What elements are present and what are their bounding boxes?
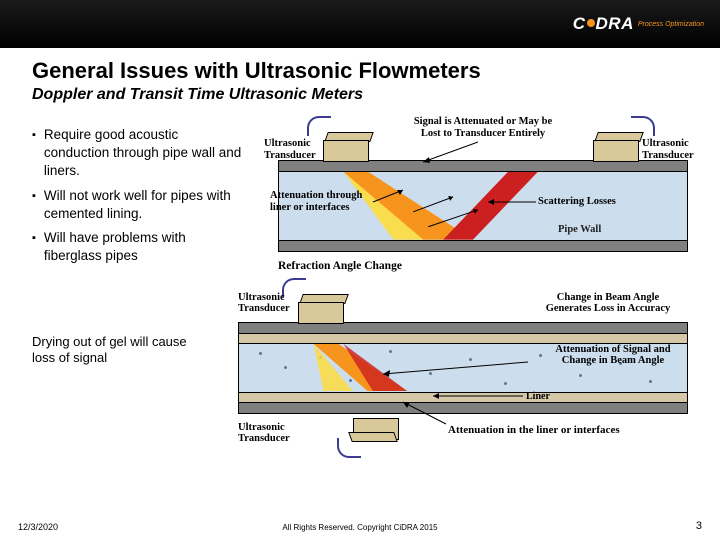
- bullet-item: Require good acoustic conduction through…: [32, 126, 242, 181]
- bullet-list: Require good acoustic conduction through…: [32, 120, 242, 272]
- label-attenuation: Attenuation through liner or interfaces: [270, 190, 362, 213]
- logo-tagline: Process Optimization: [638, 21, 704, 28]
- footer-date: 12/3/2020: [18, 522, 58, 532]
- logo-suffix: DRA: [596, 14, 634, 34]
- bullet-item: Will have problems with fiberglass pipes: [32, 229, 242, 265]
- liner-top: [238, 334, 688, 344]
- header-bar: C DRA Process Optimization: [0, 0, 720, 48]
- diagram-column: Signal is Attenuated or May be Lost to T…: [252, 120, 688, 272]
- label-liner: Liner: [526, 391, 550, 402]
- pipe-wall-bot2: [238, 402, 688, 414]
- label-pipewall: Pipe Wall: [558, 224, 601, 236]
- body-row: Require good acoustic conduction through…: [32, 120, 688, 272]
- diagram-1: Signal is Attenuated or May be Lost to T…: [278, 120, 688, 270]
- page-title: General Issues with Ultrasonic Flowmeter…: [32, 58, 688, 84]
- label-refraction: Refraction Angle Change: [278, 260, 402, 273]
- logo-prefix: C: [573, 14, 586, 34]
- bullet-item: Will not work well for pipes with cement…: [32, 187, 242, 223]
- content-area: General Issues with Ultrasonic Flowmeter…: [0, 48, 720, 434]
- diagram-2: Ultrasonic Transducer Ultrasonic Transdu…: [238, 294, 688, 434]
- label-atten-signal: Attenuation of Signal and Change in Beam…: [538, 344, 688, 367]
- transducer-bot2: [353, 412, 399, 440]
- note-drying: Drying out of gel will cause loss of sig…: [32, 334, 202, 367]
- label-atten-liner: Attenuation in the liner or interfaces: [448, 424, 620, 436]
- page-subtitle: Doppler and Transit Time Ultrasonic Mete…: [32, 86, 688, 104]
- logo: C DRA Process Optimization: [573, 14, 704, 34]
- label-tx-right: Ultrasonic Transducer: [642, 138, 694, 161]
- transducer-top-right: [593, 134, 639, 162]
- transducer-top2: [298, 296, 344, 324]
- diagram2-row: Drying out of gel will cause loss of sig…: [32, 294, 688, 434]
- footer-copyright: All Rights Reserved. Copyright CiDRA 201…: [282, 523, 437, 532]
- label-tx-top2: Ultrasonic Transducer: [238, 292, 290, 315]
- diagram-2-col: Ultrasonic Transducer Ultrasonic Transdu…: [212, 294, 688, 434]
- liner-bot: [238, 392, 688, 402]
- pipe-wall-bot: [278, 240, 688, 252]
- logo-dot-icon: [587, 19, 595, 27]
- label-scatter: Scattering Losses: [538, 196, 616, 208]
- label-signal-attenuated: Signal is Attenuated or May be Lost to T…: [398, 116, 568, 139]
- label-change-angle: Change in Beam Angle Generates Loss in A…: [528, 292, 688, 315]
- note-drying-box: Drying out of gel will cause loss of sig…: [32, 294, 202, 434]
- footer-page: 3: [696, 520, 702, 532]
- transducer-top-left: [323, 134, 369, 162]
- label-tx-bot2: Ultrasonic Transducer: [238, 422, 290, 445]
- label-tx-left: Ultrasonic Transducer: [264, 138, 316, 161]
